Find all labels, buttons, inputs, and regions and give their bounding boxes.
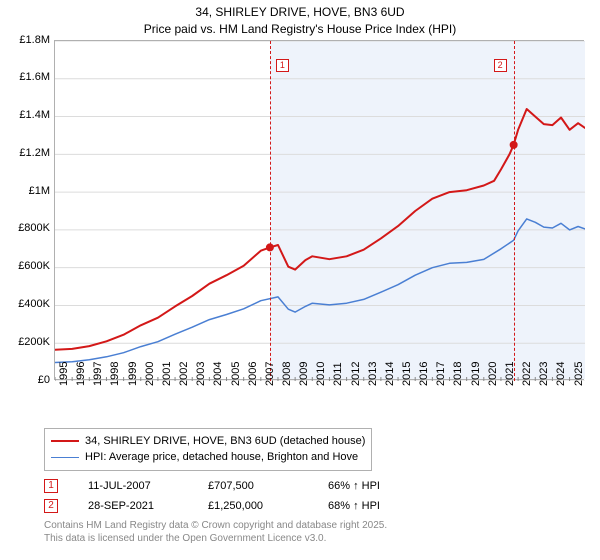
x-tick-label: 2008 bbox=[281, 361, 293, 385]
sales-row-price: £1,250,000 bbox=[208, 500, 298, 512]
x-tick-label: 2004 bbox=[212, 361, 224, 385]
x-tick-label: 2003 bbox=[195, 361, 207, 385]
x-tick-label: 2023 bbox=[538, 361, 550, 385]
legend-label: HPI: Average price, detached house, Brig… bbox=[85, 449, 358, 466]
x-tick-label: 2010 bbox=[315, 361, 327, 385]
sales-row-marker: 1 bbox=[44, 479, 58, 493]
x-tick-label: 1995 bbox=[58, 361, 70, 385]
x-tick-label: 2009 bbox=[298, 361, 310, 385]
sale-vline bbox=[270, 41, 271, 381]
chart: £0 £200K £400K £600K £800K £1M £1.2M £1.4M £1.6M… bbox=[10, 40, 590, 426]
x-tick-label: 1999 bbox=[127, 361, 139, 385]
title-line-1: 34, SHIRLEY DRIVE, HOVE, BN3 6UD bbox=[0, 4, 600, 21]
y-tick-label: £1.4M bbox=[19, 109, 50, 121]
y-tick-label: £200K bbox=[18, 336, 50, 348]
x-axis: 1995199619971998199920002001200220032004… bbox=[54, 380, 584, 426]
x-tick-label: 2021 bbox=[504, 361, 516, 385]
x-tick-label: 1996 bbox=[75, 361, 87, 385]
title-line-2: Price paid vs. HM Land Registry's House … bbox=[0, 21, 600, 38]
footer-line-1: Contains HM Land Registry data © Crown c… bbox=[44, 519, 590, 533]
sales-row-marker: 2 bbox=[44, 499, 58, 513]
sales-row: 1 11-JUL-2007 £707,500 66% ↑ HPI bbox=[44, 479, 590, 493]
legend-item: HPI: Average price, detached house, Brig… bbox=[51, 449, 365, 466]
x-tick-label: 2020 bbox=[487, 361, 499, 385]
y-tick-label: £600K bbox=[18, 260, 50, 272]
y-tick-label: £1.6M bbox=[19, 71, 50, 83]
sales-row-date: 11-JUL-2007 bbox=[88, 480, 178, 492]
sales-table: 1 11-JUL-2007 £707,500 66% ↑ HPI 2 28-SEP-202… bbox=[44, 479, 590, 513]
sale-marker: 1 bbox=[276, 59, 289, 72]
plot-svg bbox=[55, 41, 585, 381]
sales-row-date: 28-SEP-2021 bbox=[88, 500, 178, 512]
footer: Contains HM Land Registry data © Crown c… bbox=[44, 519, 590, 546]
y-tick-label: £0 bbox=[38, 374, 50, 386]
y-tick-label: £1M bbox=[29, 185, 50, 197]
x-tick-label: 2018 bbox=[452, 361, 464, 385]
x-tick-label: 2024 bbox=[555, 361, 567, 385]
x-tick-label: 1997 bbox=[92, 361, 104, 385]
sale-marker: 2 bbox=[494, 59, 507, 72]
x-tick-label: 2001 bbox=[161, 361, 173, 385]
x-tick-label: 1998 bbox=[109, 361, 121, 385]
x-tick-label: 2005 bbox=[230, 361, 242, 385]
chart-title: 34, SHIRLEY DRIVE, HOVE, BN3 6UD Price p… bbox=[0, 0, 600, 40]
footer-line-2: This data is licensed under the Open Gov… bbox=[44, 532, 590, 546]
sales-row: 2 28-SEP-2021 £1,250,000 68% ↑ HPI bbox=[44, 499, 590, 513]
x-tick-label: 2025 bbox=[573, 361, 585, 385]
y-axis: £0£200K£400K£600K£800K£1M£1.2M£1.4M£1.6M… bbox=[10, 40, 54, 380]
y-tick-label: £1.2M bbox=[19, 147, 50, 159]
x-tick-label: 2006 bbox=[247, 361, 259, 385]
legend-swatch bbox=[51, 457, 79, 458]
sale-vline bbox=[514, 41, 515, 381]
x-tick-label: 2015 bbox=[401, 361, 413, 385]
x-tick-label: 2019 bbox=[470, 361, 482, 385]
y-tick-label: £1.8M bbox=[19, 34, 50, 46]
x-tick-label: 2002 bbox=[178, 361, 190, 385]
legend-swatch bbox=[51, 440, 79, 442]
x-tick-label: 2011 bbox=[332, 362, 344, 386]
x-tick-label: 2000 bbox=[144, 361, 156, 385]
x-tick-label: 2007 bbox=[264, 361, 276, 385]
series-line bbox=[55, 218, 585, 362]
x-tick-label: 2013 bbox=[367, 361, 379, 385]
x-tick-label: 2022 bbox=[521, 361, 533, 385]
plot-area: 12 bbox=[54, 40, 584, 380]
y-tick-label: £400K bbox=[18, 298, 50, 310]
legend: 34, SHIRLEY DRIVE, HOVE, BN3 6UD (detach… bbox=[44, 428, 372, 471]
sales-row-price: £707,500 bbox=[208, 480, 298, 492]
x-tick-label: 2016 bbox=[418, 361, 430, 385]
x-tick-label: 2017 bbox=[435, 361, 447, 385]
x-tick-label: 2012 bbox=[350, 361, 362, 385]
legend-label: 34, SHIRLEY DRIVE, HOVE, BN3 6UD (detach… bbox=[85, 433, 365, 450]
sales-row-delta: 68% ↑ HPI bbox=[328, 500, 418, 512]
x-tick-label: 2014 bbox=[384, 361, 396, 385]
legend-item: 34, SHIRLEY DRIVE, HOVE, BN3 6UD (detach… bbox=[51, 433, 365, 450]
y-tick-label: £800K bbox=[18, 222, 50, 234]
sales-row-delta: 66% ↑ HPI bbox=[328, 480, 418, 492]
